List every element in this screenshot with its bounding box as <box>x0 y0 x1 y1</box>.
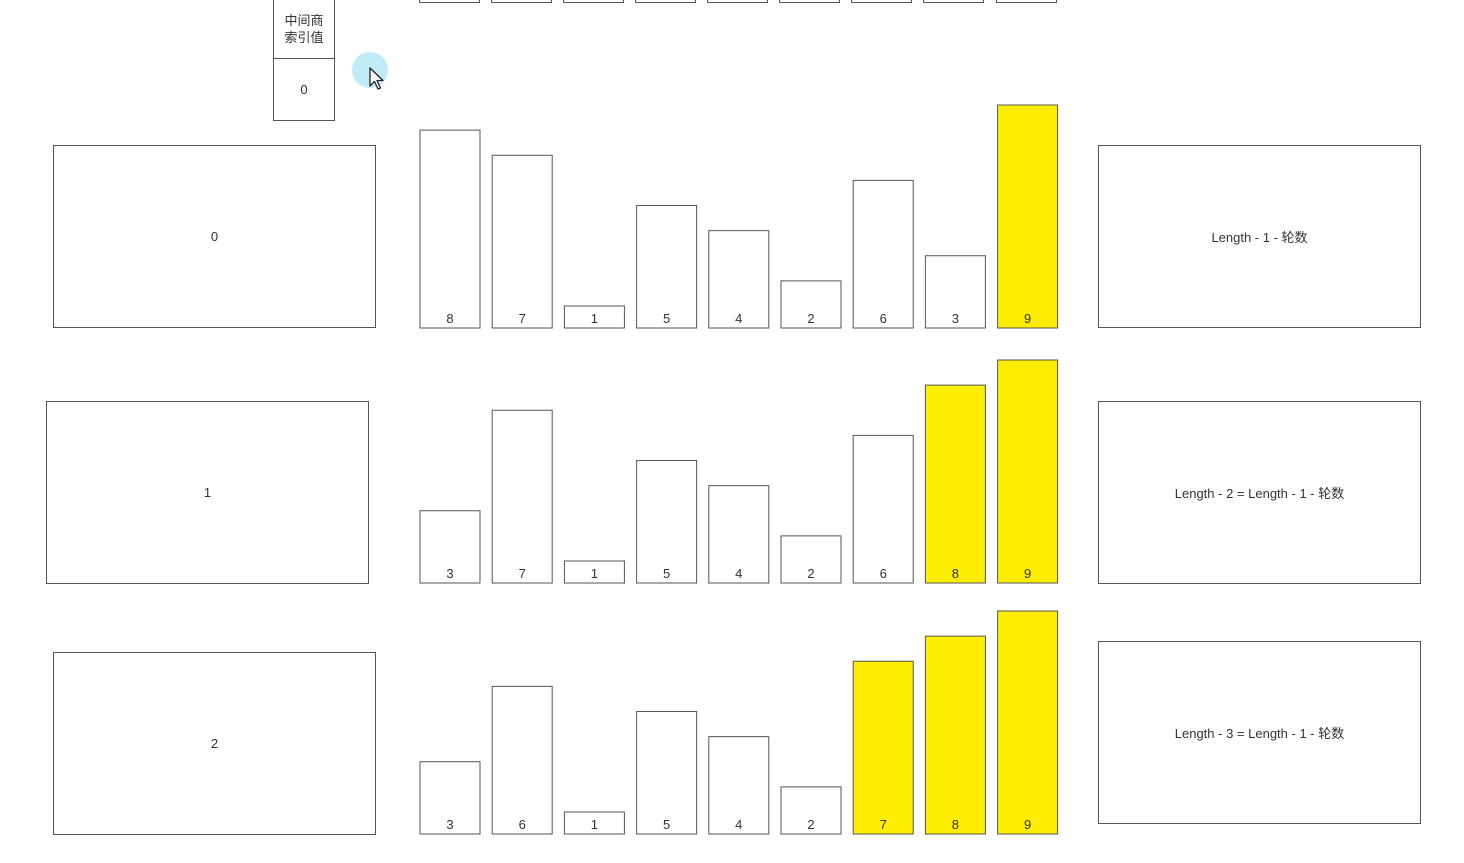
bar-row1-0 <box>419 510 481 584</box>
bar-row0-8 <box>997 104 1059 329</box>
bar-row0-0 <box>419 129 481 329</box>
bar-label-row1-1: 7 <box>519 566 526 581</box>
bar-label-row1-6: 6 <box>880 566 887 581</box>
bar-row0-2 <box>563 305 625 329</box>
formula-box-0: Length - 1 - 轮数 <box>1098 145 1421 328</box>
prev-bar-stub <box>635 0 696 3</box>
bar-row2-6 <box>852 660 914 835</box>
round-index-box-0: 0 <box>53 145 376 328</box>
prev-bar-stub <box>563 0 624 3</box>
bar-row1-6 <box>852 434 914 584</box>
round-index-box-2: 2 <box>53 652 376 835</box>
bar-row2-4 <box>708 736 770 835</box>
bar-label-row2-8: 9 <box>1024 817 1031 832</box>
prev-bar-stub <box>996 0 1057 3</box>
bar-row2-7 <box>924 635 986 835</box>
bar-row1-7 <box>924 384 986 584</box>
bar-label-row2-6: 7 <box>880 817 887 832</box>
formula-box-1: Length - 2 = Length - 1 - 轮数 <box>1098 401 1421 584</box>
bar-label-row0-1: 7 <box>519 311 526 326</box>
bar-row1-1 <box>491 409 553 584</box>
bar-label-row2-2: 1 <box>591 817 598 832</box>
prev-bar-stub <box>707 0 768 3</box>
bar-row2-5 <box>780 786 842 835</box>
bar-row2-1 <box>491 685 553 835</box>
bar-label-row0-4: 4 <box>735 311 742 326</box>
bar-label-row1-2: 1 <box>591 566 598 581</box>
bar-row2-0 <box>419 761 481 835</box>
prev-bar-stub <box>491 0 552 3</box>
prev-bar-stub <box>851 0 912 3</box>
prev-bar-stub <box>419 0 480 3</box>
bar-label-row1-3: 5 <box>663 566 670 581</box>
bar-label-row1-8: 9 <box>1024 566 1031 581</box>
bar-row0-6 <box>852 179 914 329</box>
bar-label-row0-7: 3 <box>952 311 959 326</box>
formula-box-2: Length - 3 = Length - 1 - 轮数 <box>1098 641 1421 824</box>
middleman-index-value: 0 <box>273 58 335 121</box>
bar-row1-2 <box>563 560 625 584</box>
bar-label-row2-3: 5 <box>663 817 670 832</box>
bar-row0-1 <box>491 154 553 329</box>
bar-label-row2-0: 3 <box>446 817 453 832</box>
bar-row0-4 <box>708 230 770 329</box>
bar-row1-5 <box>780 535 842 584</box>
bar-label-row0-2: 1 <box>591 311 598 326</box>
mouse-pointer-icon <box>369 67 384 90</box>
bar-label-row2-4: 4 <box>735 817 742 832</box>
bar-label-row1-5: 2 <box>807 566 814 581</box>
bar-row2-8 <box>997 610 1059 835</box>
bar-label-row0-0: 8 <box>446 311 453 326</box>
bar-label-row1-4: 4 <box>735 566 742 581</box>
bar-label-row0-5: 2 <box>807 311 814 326</box>
prev-bar-stub <box>923 0 984 3</box>
bar-row2-2 <box>563 811 625 835</box>
bar-label-row2-5: 2 <box>807 817 814 832</box>
bar-label-row0-3: 5 <box>663 311 670 326</box>
bar-label-row0-8: 9 <box>1024 311 1031 326</box>
bar-row0-3 <box>636 205 698 329</box>
round-index-box-1: 1 <box>46 401 369 584</box>
bar-label-row2-7: 8 <box>952 817 959 832</box>
bar-label-row0-6: 6 <box>880 311 887 326</box>
bar-label-row2-1: 6 <box>519 817 526 832</box>
bar-row0-5 <box>780 280 842 329</box>
bar-label-row1-0: 3 <box>446 566 453 581</box>
bar-row1-8 <box>997 359 1059 584</box>
prev-bar-stub <box>779 0 840 3</box>
bar-row2-3 <box>636 711 698 835</box>
bar-row0-7 <box>924 255 986 329</box>
bar-row1-3 <box>636 460 698 584</box>
bar-label-row1-7: 8 <box>952 566 959 581</box>
bar-row1-4 <box>708 485 770 584</box>
